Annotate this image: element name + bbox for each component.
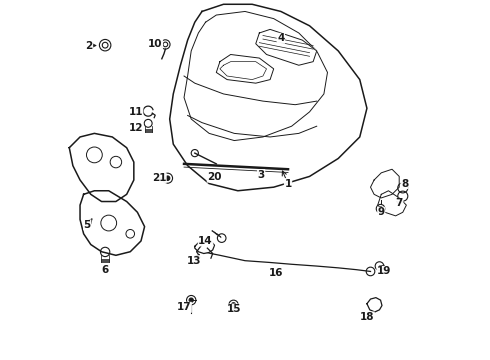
Polygon shape — [216, 54, 274, 83]
Text: 5: 5 — [84, 220, 91, 230]
Polygon shape — [256, 30, 317, 65]
Text: 6: 6 — [101, 265, 109, 275]
Text: 14: 14 — [198, 236, 213, 246]
Text: 10: 10 — [148, 39, 163, 49]
Text: 12: 12 — [128, 123, 143, 133]
Polygon shape — [69, 134, 134, 202]
Text: 20: 20 — [207, 172, 222, 182]
Text: 21: 21 — [152, 173, 166, 183]
Text: 18: 18 — [360, 312, 374, 322]
Circle shape — [231, 303, 236, 307]
Text: 17: 17 — [177, 302, 192, 312]
Polygon shape — [80, 191, 145, 255]
Circle shape — [379, 207, 383, 211]
Text: 11: 11 — [128, 107, 143, 117]
Text: 19: 19 — [377, 266, 392, 276]
Text: 3: 3 — [258, 170, 265, 180]
Circle shape — [165, 176, 170, 180]
Text: 1: 1 — [284, 179, 292, 189]
Text: 2: 2 — [85, 41, 93, 50]
Text: 15: 15 — [227, 304, 242, 314]
Polygon shape — [370, 169, 399, 198]
Polygon shape — [367, 298, 382, 312]
Text: 8: 8 — [401, 179, 408, 189]
Polygon shape — [378, 191, 406, 216]
Polygon shape — [184, 12, 327, 140]
Polygon shape — [170, 4, 367, 191]
Polygon shape — [195, 239, 215, 253]
Text: 13: 13 — [187, 256, 201, 266]
Text: 4: 4 — [277, 33, 285, 43]
Text: 16: 16 — [270, 268, 284, 278]
Circle shape — [189, 298, 194, 302]
Text: 7: 7 — [395, 198, 403, 208]
Text: 9: 9 — [378, 207, 385, 217]
